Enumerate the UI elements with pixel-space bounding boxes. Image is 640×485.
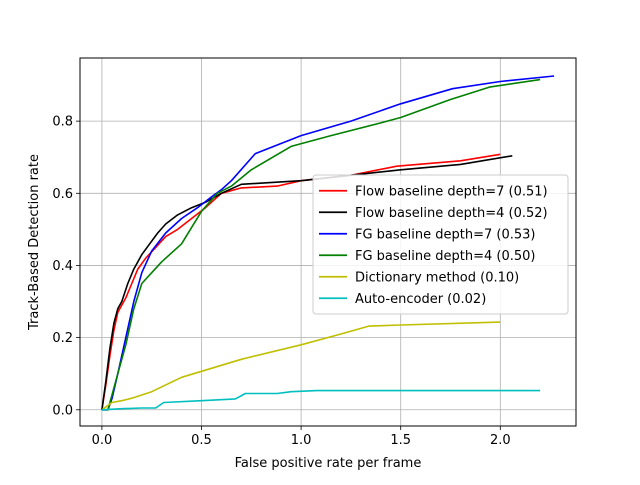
series-line-6 [101,389,541,411]
y-axis-label: Track-Based Detection rate [27,154,42,331]
legend-label-2: Flow baseline depth=4 (0.52) [355,206,548,221]
x-axis-label: False positive rate per frame [235,456,422,471]
legend-label-6: Auto-encoder (0.02) [355,292,486,307]
x-tick-label: 1.0 [291,433,312,448]
y-tick-label: 0.6 [52,187,73,202]
y-tick-label: 0.0 [52,403,73,418]
x-tick-label: 0.0 [92,433,113,448]
series-line-4 [101,78,541,411]
series-lines [101,75,555,411]
legend-label-4: FG baseline depth=4 (0.50) [355,249,536,264]
series-line-5 [101,321,501,411]
y-tick-label: 0.2 [52,331,73,346]
legend-box [312,174,569,315]
legend-label-3: FG baseline depth=7 (0.53) [355,227,536,242]
x-tick-label: 2.0 [490,433,511,448]
plot-frame [79,57,577,427]
legend-label-1: Flow baseline depth=7 (0.51) [355,184,548,199]
x-tick-label: 1.5 [390,433,411,448]
legend: Flow baseline depth=7 (0.51) Flow baselin… [312,174,569,315]
x-tick-label: 0.5 [191,433,212,448]
legend-label-5: Dictionary method (0.10) [355,270,519,285]
series-line-2 [101,155,513,410]
y-tick-label: 0.4 [52,259,73,274]
axis-ticks: 0.0 0.5 1.0 1.5 2.0 0.0 0.2 0.4 0.6 0.8 [52,115,510,448]
y-tick-label: 0.8 [52,115,73,130]
